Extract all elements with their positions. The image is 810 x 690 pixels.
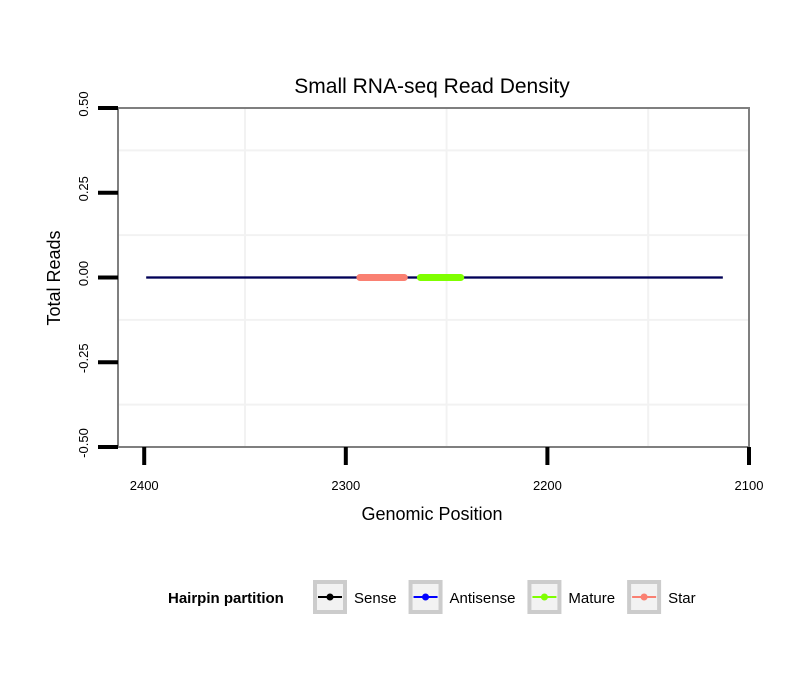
legend-item-sense: Sense (313, 580, 397, 614)
x-tick-label: 2400 (130, 478, 159, 493)
legend-title: Hairpin partition (168, 590, 284, 607)
x-tick-label: 2200 (533, 478, 562, 493)
legend-label: Sense (354, 590, 397, 607)
legend-swatch-point (640, 593, 648, 601)
y-tick-label: 0.25 (76, 176, 91, 201)
x-axis-label: Genomic Position (361, 504, 502, 524)
chart-title: Small RNA-seq Read Density (294, 75, 570, 98)
y-tick-label: -0.25 (76, 343, 91, 373)
plot-area: -0.50 -0.25 0.00 0.25 0.50 2400 2300 2200 2100 (76, 91, 763, 493)
y-axis-label: Total Reads (44, 230, 64, 325)
y-tick-label: 0.00 (76, 261, 91, 286)
legend-swatch-point (422, 593, 430, 601)
legend-label: Antisense (450, 590, 516, 607)
legend-label: Mature (568, 590, 615, 607)
legend: Hairpin partition Sense Antisense Mature Sta… (168, 580, 696, 614)
x-tick-label: 2100 (735, 478, 764, 493)
y-tick-label: -0.50 (76, 428, 91, 458)
legend-label: Star (668, 590, 696, 607)
legend-swatch-point (326, 593, 334, 601)
x-tick-label: 2300 (331, 478, 360, 493)
legend-swatch-point (540, 593, 548, 601)
y-tick-label: 0.50 (76, 91, 91, 116)
legend-item-mature: Mature (527, 580, 615, 614)
legend-item-antisense: Antisense (408, 580, 516, 614)
legend-item-star: Star (627, 580, 696, 614)
